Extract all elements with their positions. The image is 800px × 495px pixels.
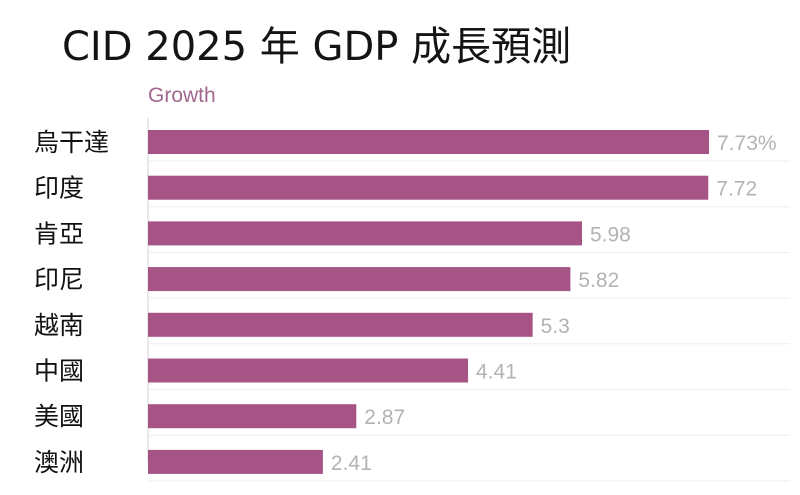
value-label: 5.82 bbox=[578, 269, 619, 292]
value-label: 2.87 bbox=[364, 406, 405, 429]
bar bbox=[148, 312, 533, 337]
chart-title: CID 2025 年 GDP 成長預測 bbox=[62, 24, 572, 70]
bar bbox=[148, 221, 582, 246]
series-label: Growth bbox=[148, 84, 216, 107]
bar bbox=[148, 449, 323, 474]
bar bbox=[148, 358, 469, 383]
category-label: 美國 bbox=[34, 402, 84, 431]
value-label: 7.72 bbox=[716, 178, 757, 201]
category-label: 肯亞 bbox=[34, 219, 84, 248]
value-label: 2.41 bbox=[331, 452, 372, 475]
bar bbox=[148, 130, 709, 154]
value-label: 7.73% bbox=[717, 132, 777, 155]
value-label: 5.98 bbox=[590, 223, 631, 246]
bar bbox=[148, 175, 709, 200]
category-label: 澳洲 bbox=[34, 448, 84, 477]
category-label: 印度 bbox=[34, 174, 84, 203]
bar bbox=[148, 404, 357, 429]
value-label: 5.3 bbox=[541, 315, 570, 338]
category-label: 越南 bbox=[34, 311, 84, 340]
bar bbox=[148, 267, 571, 292]
category-label: 印尼 bbox=[34, 265, 84, 294]
category-label: 烏干達 bbox=[34, 128, 109, 157]
value-label: 4.41 bbox=[476, 361, 517, 384]
category-label: 中國 bbox=[34, 357, 84, 386]
